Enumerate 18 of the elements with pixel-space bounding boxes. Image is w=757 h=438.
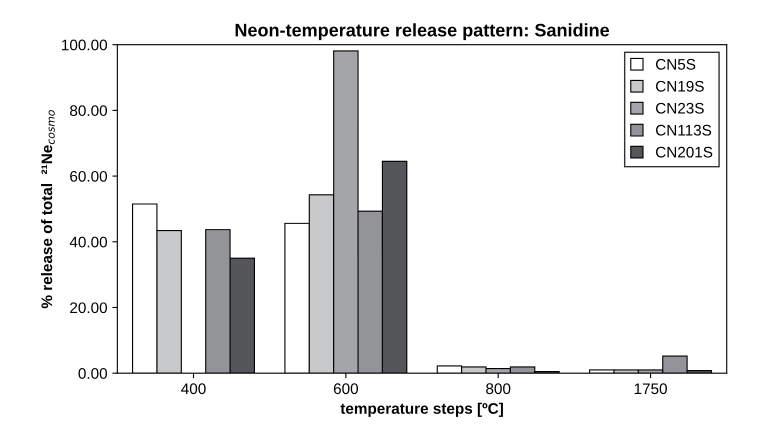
y-tick-label: 40.00 [70, 236, 108, 248]
x-tick-label: 600 [334, 383, 358, 394]
x-tick-label: 400 [181, 383, 206, 394]
y-axis-title: % release of total ²¹Ne$_{cosmo}$ [41, 110, 55, 308]
chart-title: Neon-temperature release pattern: Sanidine [236, 23, 610, 40]
legend-label: CN19S [656, 80, 704, 92]
y-tick-label: 0.00 [78, 368, 108, 379]
legend-label: CN23S [656, 102, 704, 114]
legend-label: CN113S [656, 124, 712, 136]
y-tick-label: 60.00 [70, 170, 108, 182]
y-tick-label: 80.00 [70, 105, 108, 116]
x-tick-label: 800 [486, 383, 510, 394]
x-axis-title: temperature steps [ºC] [340, 402, 503, 417]
legend-label: CN5S [656, 58, 696, 70]
y-tick-label: 100.00 [62, 40, 108, 50]
y-tick-label: 20.00 [70, 302, 108, 314]
legend-label: CN201S [656, 146, 712, 158]
x-tick-label: 1750 [634, 383, 667, 394]
